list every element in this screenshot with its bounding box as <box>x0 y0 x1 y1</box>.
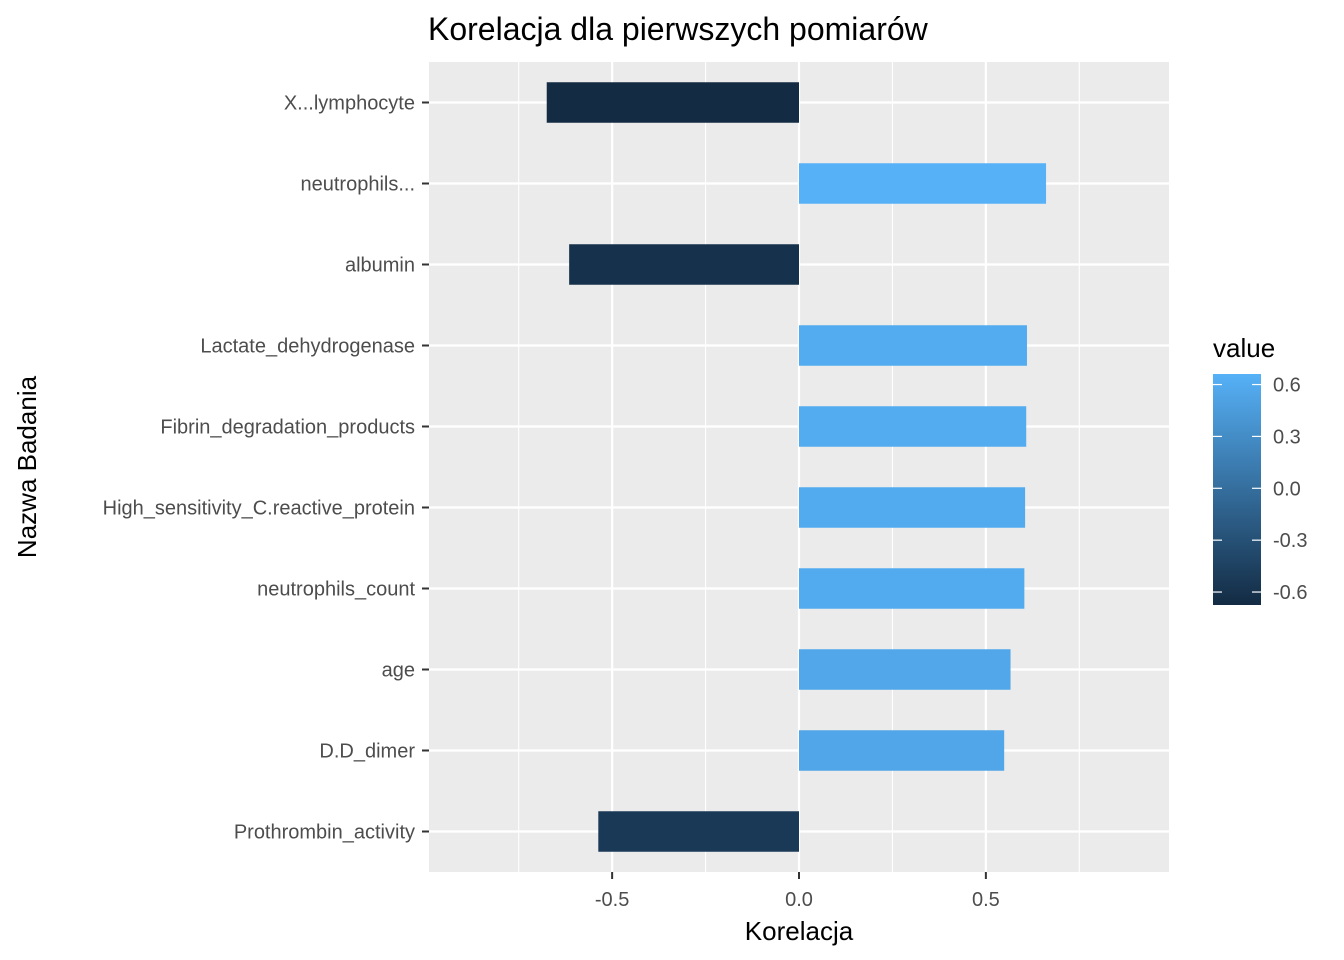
bar-X...lymphocyte <box>546 82 799 123</box>
legend-tick-label-1: 0.3 <box>1273 426 1301 448</box>
legend-ticks: 0.6 0.3 0.0 -0.3 -0.6 <box>1213 375 1307 604</box>
x-axis-title: Korelacja <box>745 916 854 946</box>
bar-High_sensitivity_C.reactive_protein <box>799 487 1026 528</box>
bar-Prothrombin_activity <box>598 811 799 852</box>
legend: value 0.6 0.3 0.0 -0.3 -0.6 <box>1213 333 1307 605</box>
y-tick-label-9: Prothrombin_activity <box>234 822 415 844</box>
bar-age <box>799 649 1011 690</box>
x-tick-label-2: 0.5 <box>972 889 1000 911</box>
bar-Fibrin_degradation_products <box>799 406 1027 447</box>
bars <box>546 82 1047 852</box>
y-tick-label-0: X...lymphocyte <box>284 93 415 115</box>
legend-tick-label-2: 0.0 <box>1273 478 1301 500</box>
y-tick-label-3: Lactate_dehydrogenase <box>200 336 415 358</box>
y-axis: X...lymphocyte neutrophils... albumin Lacta… <box>103 93 429 844</box>
y-tick-label-4: Fibrin_degradation_products <box>160 417 415 439</box>
chart-title: Korelacja dla pierwszych pomiarów <box>428 11 929 47</box>
legend-tick-label-3: -0.3 <box>1273 530 1307 552</box>
y-tick-label-8: D.D_dimer <box>319 741 415 763</box>
y-tick-label-7: age <box>382 660 415 682</box>
legend-title: value <box>1213 333 1275 363</box>
bar-albumin <box>569 244 799 285</box>
x-axis: -0.5 0.0 0.5 <box>595 872 1000 911</box>
bar-neutrophils... <box>799 163 1047 204</box>
bar-Lactate_dehydrogenase <box>799 325 1027 366</box>
x-tick-label-0: -0.5 <box>595 889 629 911</box>
x-tick-label-1: 0.0 <box>785 889 813 911</box>
y-tick-label-1: neutrophils... <box>300 174 415 196</box>
y-axis-title: Nazwa Badania <box>12 375 42 558</box>
bar-neutrophils_count <box>799 568 1025 609</box>
y-tick-label-2: albumin <box>345 255 415 277</box>
legend-colorbar <box>1213 374 1261 605</box>
legend-tick-label-4: -0.6 <box>1273 582 1307 604</box>
legend-tick-label-0: 0.6 <box>1273 375 1301 397</box>
y-tick-label-6: neutrophils_count <box>257 579 415 601</box>
y-tick-label-5: High_sensitivity_C.reactive_protein <box>103 498 415 520</box>
bar-D.D_dimer <box>799 730 1005 771</box>
